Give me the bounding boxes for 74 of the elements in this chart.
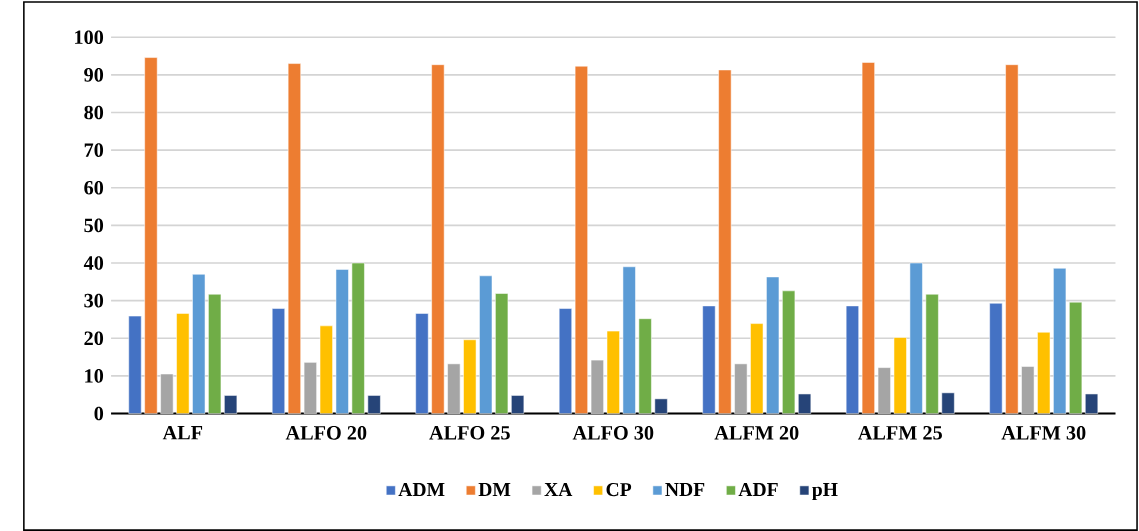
bar bbox=[1037, 331, 1051, 414]
bar bbox=[590, 359, 604, 414]
bar bbox=[989, 302, 1003, 414]
bar bbox=[479, 275, 493, 414]
bar bbox=[861, 62, 875, 414]
bar bbox=[303, 362, 317, 414]
bar bbox=[367, 395, 381, 414]
bar bbox=[287, 63, 301, 414]
bar bbox=[1069, 301, 1083, 414]
bar bbox=[574, 65, 588, 414]
y-tick-label: 20 bbox=[84, 331, 104, 346]
bar bbox=[782, 290, 796, 414]
bar bbox=[463, 339, 477, 414]
bar bbox=[271, 308, 286, 414]
y-tick-label: 30 bbox=[84, 293, 104, 308]
bar bbox=[941, 392, 955, 414]
bar bbox=[734, 363, 748, 414]
bar bbox=[208, 293, 222, 414]
bar bbox=[909, 262, 923, 414]
x-tick-label: ALFO 30 bbox=[572, 425, 654, 440]
x-tick-label: ALFM 20 bbox=[714, 425, 799, 440]
bar bbox=[319, 325, 333, 414]
y-tick-label: 50 bbox=[84, 218, 104, 233]
bar bbox=[431, 64, 445, 414]
y-tick-label: 90 bbox=[84, 67, 104, 82]
bar bbox=[925, 293, 939, 414]
bar bbox=[654, 398, 668, 414]
bar bbox=[1085, 393, 1099, 414]
bar bbox=[160, 373, 174, 414]
x-tick-label: ALFM 25 bbox=[857, 425, 942, 440]
bar bbox=[128, 315, 142, 414]
y-tick-label: 0 bbox=[94, 406, 104, 421]
bar bbox=[893, 337, 907, 414]
y-tick-label: 70 bbox=[84, 143, 104, 157]
bar bbox=[1005, 64, 1019, 414]
legend-label: CP bbox=[606, 482, 632, 497]
bar bbox=[1053, 267, 1067, 414]
y-tick-label: 10 bbox=[85, 369, 104, 383]
legend-label: ADM bbox=[398, 482, 445, 496]
x-tick-label: ALF bbox=[162, 425, 203, 440]
bar bbox=[718, 69, 732, 414]
legend-label: ADF bbox=[738, 482, 778, 496]
bar bbox=[606, 330, 620, 414]
bar bbox=[845, 305, 859, 414]
bar bbox=[415, 313, 429, 414]
bar bbox=[335, 269, 349, 414]
x-tick-label: ALFM 30 bbox=[1001, 425, 1086, 440]
bar bbox=[495, 293, 509, 414]
bar bbox=[511, 395, 525, 414]
bar bbox=[224, 395, 238, 414]
legend-label: DM bbox=[478, 483, 511, 496]
y-tick-label: 80 bbox=[84, 105, 104, 120]
bar bbox=[798, 393, 812, 414]
bar bbox=[351, 262, 365, 414]
legend-label: pH bbox=[812, 483, 838, 501]
bar bbox=[144, 57, 158, 414]
bar bbox=[622, 266, 636, 414]
y-tick-label: 60 bbox=[84, 180, 104, 195]
bar bbox=[447, 363, 461, 414]
bar bbox=[638, 318, 652, 414]
bar bbox=[558, 308, 572, 414]
bar bbox=[1021, 366, 1035, 414]
bar bbox=[702, 305, 716, 414]
y-tick-label: 40 bbox=[83, 256, 104, 270]
y-tick-label: 100 bbox=[75, 30, 104, 45]
bar bbox=[176, 313, 190, 414]
legend-label: NDF bbox=[665, 483, 705, 496]
bar bbox=[750, 323, 764, 414]
bar bbox=[766, 276, 780, 414]
x-tick-label: ALFO 25 bbox=[429, 425, 510, 440]
bar bbox=[877, 367, 891, 414]
bar bbox=[192, 273, 206, 414]
legend-label: XA bbox=[544, 482, 573, 496]
x-tick-label: ALFO 20 bbox=[285, 425, 367, 440]
